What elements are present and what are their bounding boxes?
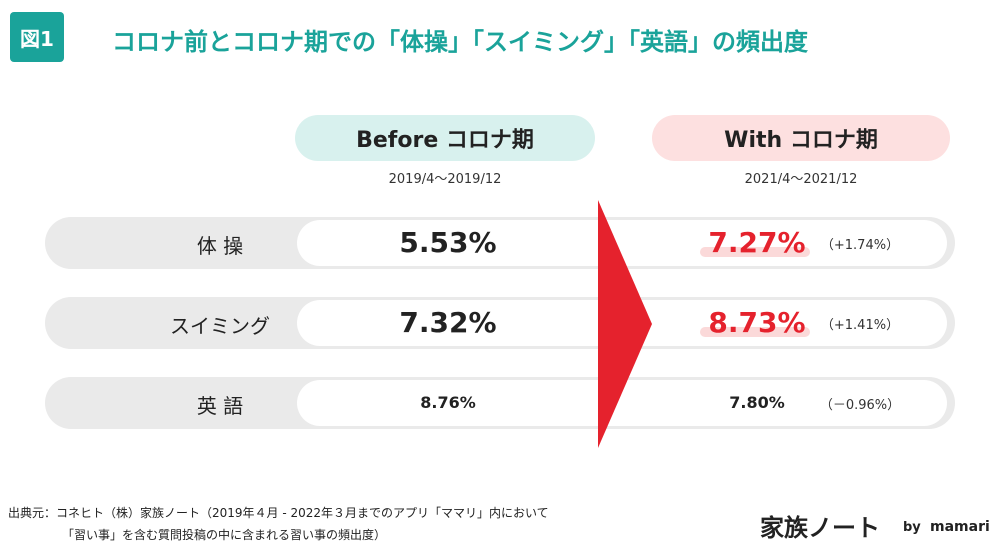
- logo-by: by: [903, 520, 921, 535]
- title: コロナ前とコロナ期での「体操」「スイミング」「英語」の頻出度: [112, 28, 808, 56]
- change-value: （+1.41%）: [820, 318, 900, 333]
- arrow-shape: [598, 200, 652, 448]
- change-value: （+1.74%）: [820, 238, 900, 253]
- before-value: 5.53%: [399, 225, 497, 259]
- with-period: 2021/4〜2021/12: [744, 172, 858, 187]
- row-label: 体 操: [196, 234, 244, 258]
- with-value: 7.27%: [708, 225, 806, 259]
- before-value: 8.76%: [420, 393, 476, 413]
- logo-brand: mamari: [930, 519, 990, 535]
- before-header: Before コロナ期: [295, 115, 595, 161]
- with-header: With コロナ期: [652, 115, 950, 161]
- source-line: 「習い事」を含む質問投稿の中に含まれる習い事の頻出度）: [62, 528, 387, 542]
- source-line: 出典元：コネヒト（株）家族ノート（2019年４月 - 2022年３月までのアプリ…: [8, 506, 549, 520]
- row-label: 英 語: [196, 394, 244, 418]
- figure-badge: 図1: [10, 12, 64, 62]
- before-period: 2019/4〜2019/12: [388, 172, 502, 187]
- highlight-band: [700, 247, 810, 257]
- logo: 家族ノート: [760, 514, 880, 542]
- row-label: スイミング: [170, 314, 270, 338]
- before-value: 7.32%: [399, 305, 497, 339]
- change-value: （－0.96%）: [819, 398, 901, 413]
- arrow: [598, 200, 652, 448]
- with-value: 8.73%: [708, 305, 806, 339]
- with-value: 7.80%: [729, 393, 785, 413]
- highlight-band: [700, 327, 810, 337]
